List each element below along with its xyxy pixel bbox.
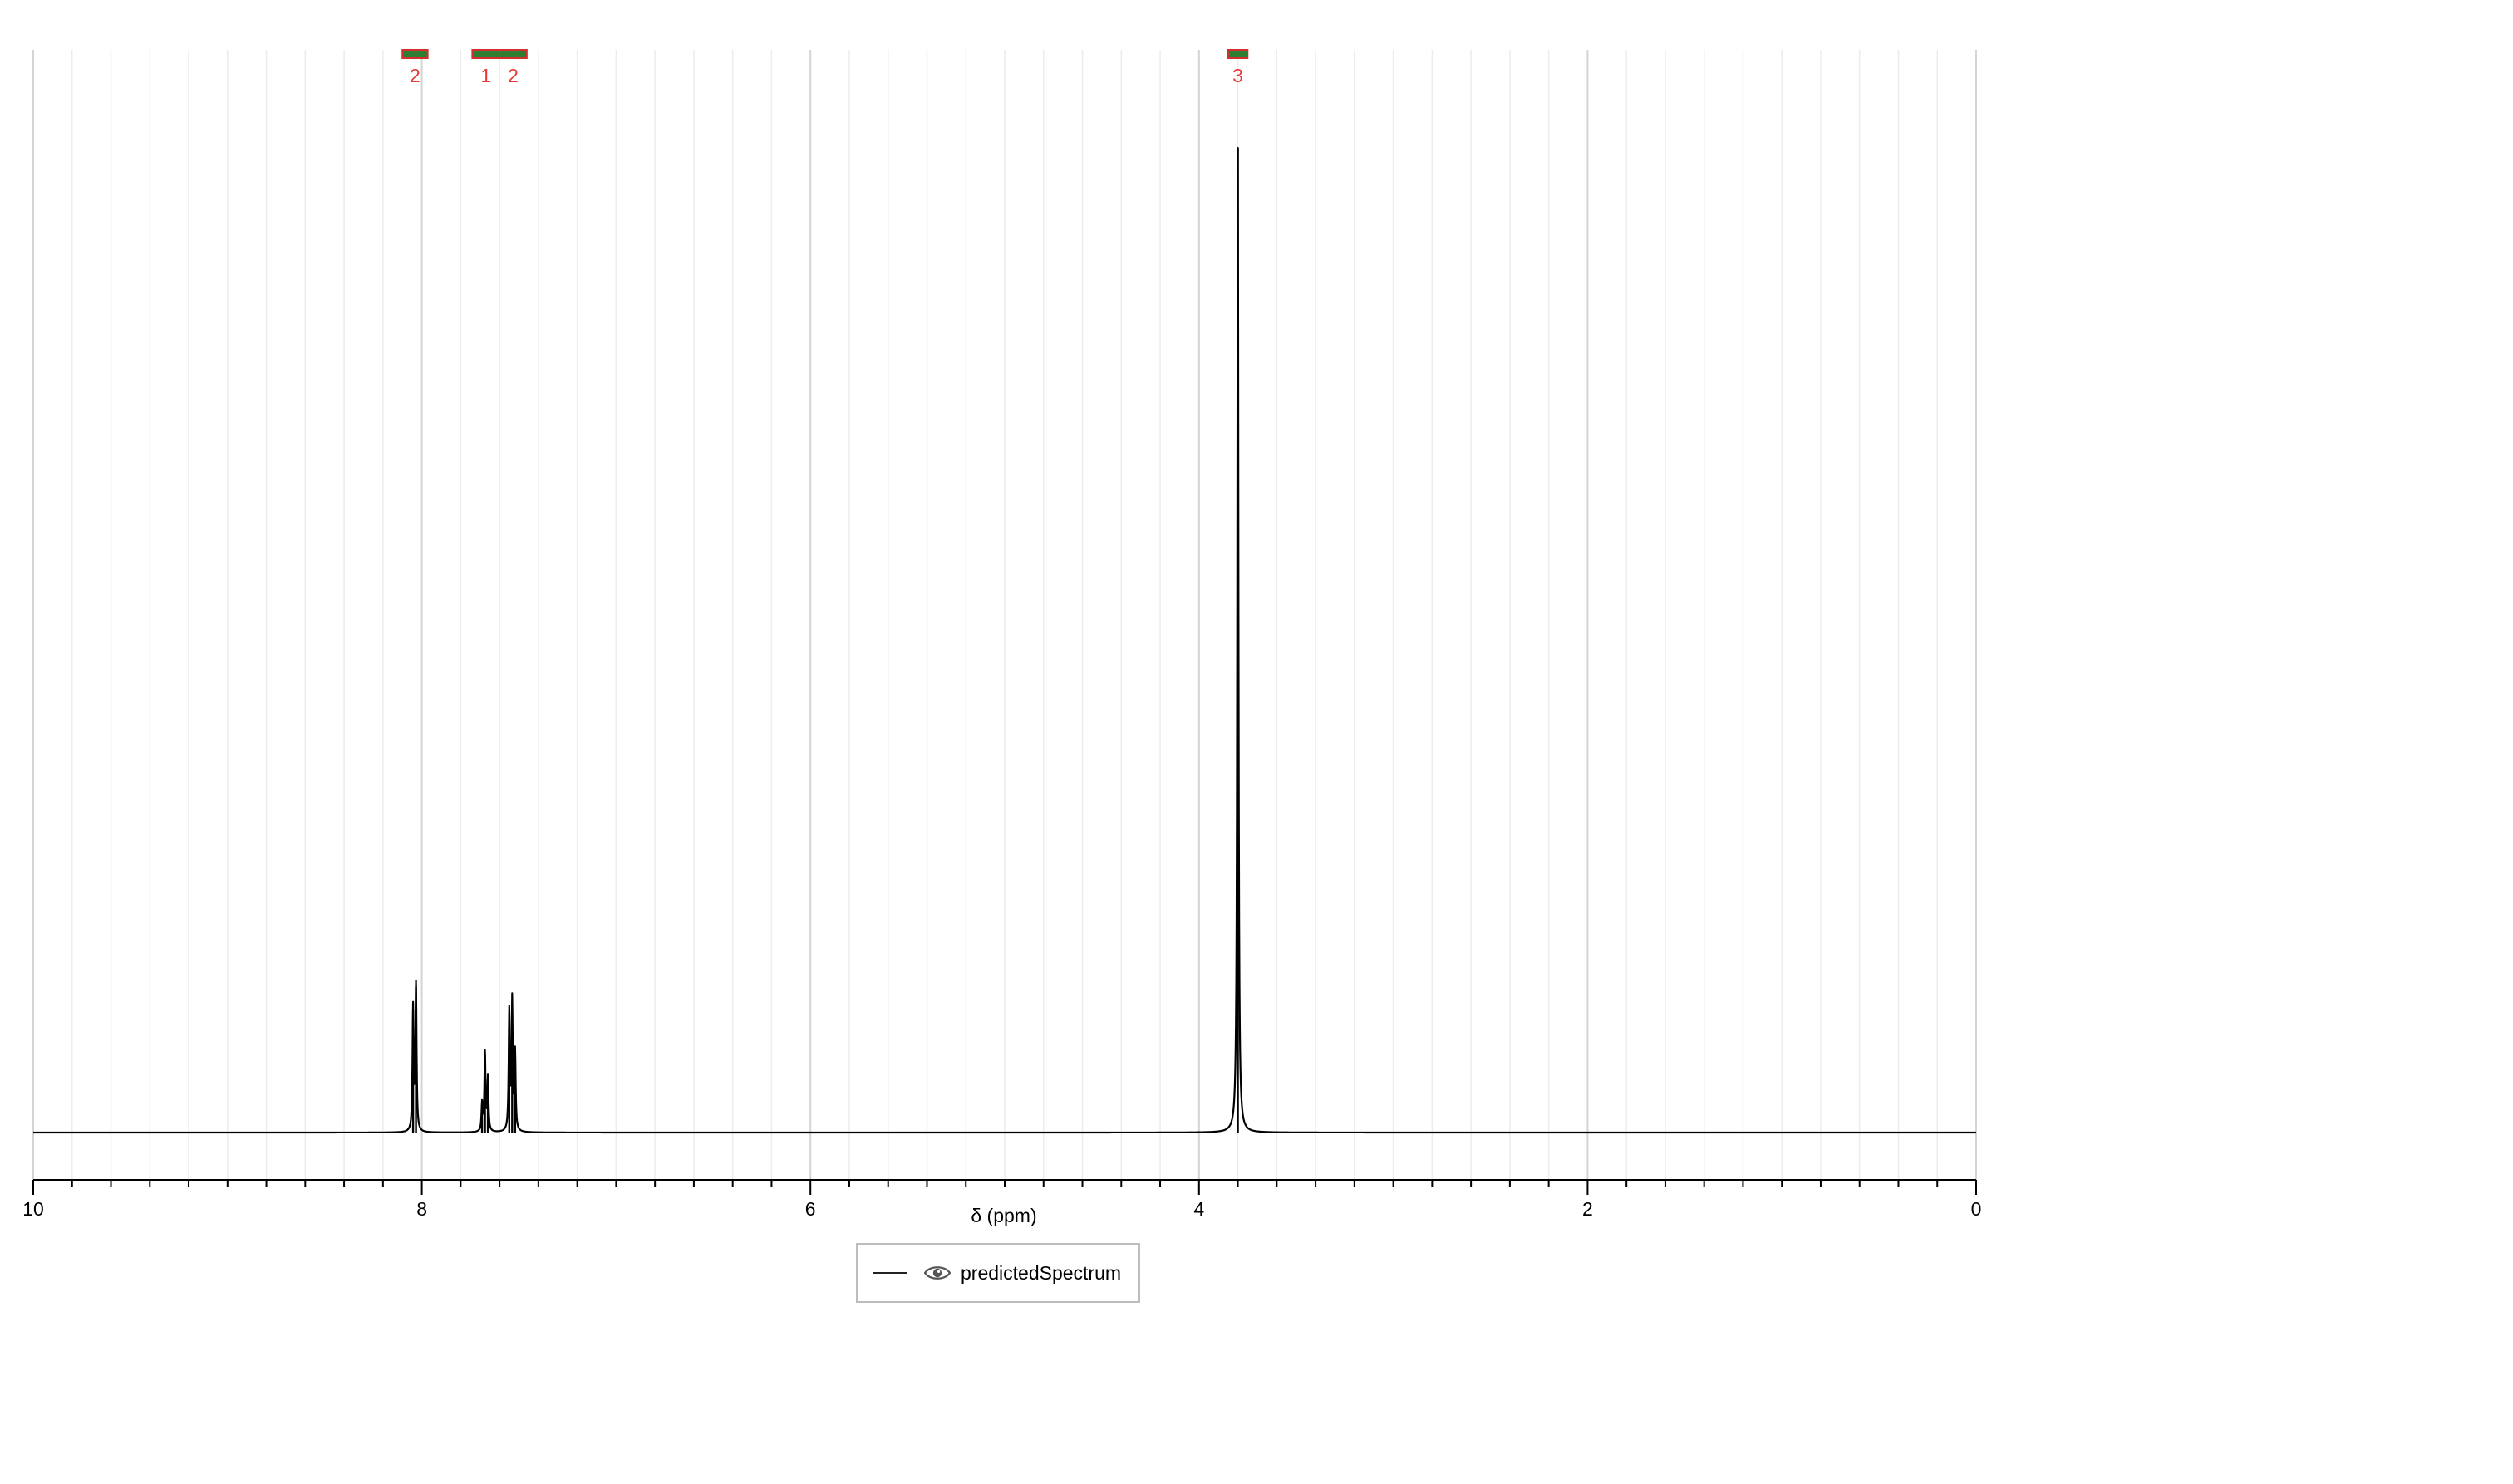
x-axis: 10 8 6 4 2 0 <box>22 1179 1982 1220</box>
spectrum-line <box>32 146 1977 1134</box>
integral-label: 2 <box>508 65 519 86</box>
integral-bar <box>401 49 429 59</box>
x-tick-label: 10 <box>22 1198 44 1220</box>
legend[interactable]: predictedSpectrum <box>856 1243 1140 1303</box>
integral-range[interactable]: 2 <box>499 49 528 86</box>
integral-label: 2 <box>410 65 420 86</box>
integral-bar <box>1227 49 1249 59</box>
eye-icon[interactable] <box>924 1264 952 1282</box>
integral-range[interactable]: 2 <box>401 49 429 86</box>
integral-label: 1 <box>480 65 491 86</box>
integral-bar <box>471 49 501 59</box>
x-tick-label: 2 <box>1582 1198 1593 1220</box>
x-axis-label: δ (ppm) <box>971 1205 1036 1226</box>
integral-bar <box>499 49 528 59</box>
grid-lines <box>32 50 1977 1180</box>
x-tick-label: 0 <box>1971 1198 1982 1220</box>
integral-range[interactable]: 1 <box>471 49 501 86</box>
legend-label: predictedSpectrum <box>961 1261 1122 1284</box>
x-tick-label: 6 <box>805 1198 816 1220</box>
x-tick-label: 4 <box>1193 1198 1204 1220</box>
integral-label: 3 <box>1232 65 1243 86</box>
integral-range[interactable]: 3 <box>1227 49 1249 86</box>
legend-line-swatch <box>873 1272 907 1274</box>
spectrum-trace <box>32 146 1977 1134</box>
x-tick-label: 8 <box>416 1198 427 1220</box>
